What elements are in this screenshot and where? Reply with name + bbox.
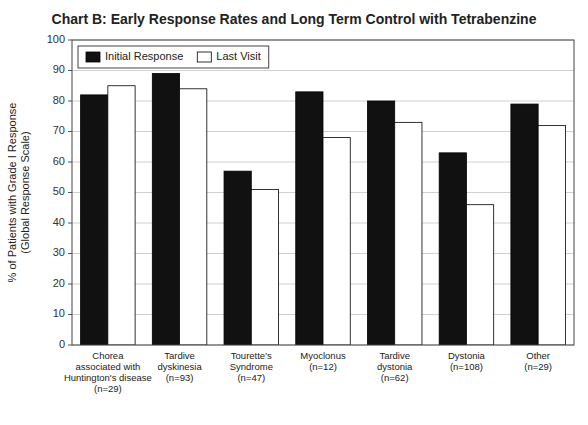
y-tick xyxy=(68,162,72,163)
y-tick xyxy=(68,253,72,254)
y-tick-label: 60 xyxy=(53,155,65,167)
y-tick-label: 20 xyxy=(53,277,65,289)
x-tick-label-line: (n=12) xyxy=(309,361,337,372)
bars xyxy=(81,74,566,345)
x-tick-label: Tardivedystonia(n=62) xyxy=(377,350,413,383)
bar xyxy=(180,89,207,345)
legend-swatch xyxy=(86,52,100,62)
y-tick xyxy=(68,131,72,132)
x-tick-label-line: dystonia xyxy=(377,361,413,372)
x-tick-label-line: Tardive xyxy=(164,350,195,361)
x-tick-label-line: Huntington's disease xyxy=(64,372,152,383)
bar xyxy=(367,101,394,345)
bar xyxy=(511,104,538,345)
y-axis-label: % of Patients with Grade I Response(Glob… xyxy=(6,103,31,283)
y-tick xyxy=(68,40,72,41)
grid xyxy=(72,40,574,345)
bar xyxy=(538,125,565,345)
legend-label: Initial Response xyxy=(105,50,183,62)
chart-container: Chart B: Early Response Rates and Long T… xyxy=(0,0,588,425)
x-tick-label-line: Other xyxy=(526,350,550,361)
x-tick-label: Other(n=29) xyxy=(524,350,552,372)
legend-label: Last Visit xyxy=(216,50,260,62)
y-tick-label: 30 xyxy=(53,246,65,258)
y-tick xyxy=(68,223,72,224)
legend-swatch xyxy=(197,52,211,62)
y-tick xyxy=(68,192,72,193)
bar xyxy=(108,86,135,345)
title: Chart B: Early Response Rates and Long T… xyxy=(52,11,537,27)
bar xyxy=(251,189,278,345)
x-tick-label-line: Tardive xyxy=(379,350,410,361)
y-tick-label: 90 xyxy=(53,63,65,75)
y-tick-label: 0 xyxy=(59,338,65,350)
plot-frame xyxy=(72,40,574,345)
x-tick-label: Tardivedyskinesia(n=93) xyxy=(157,350,202,383)
y-tick-label: 100 xyxy=(47,33,65,45)
x-tick-label: Choreaassociated withHuntington's diseas… xyxy=(64,350,152,394)
y-tick-label: 10 xyxy=(53,307,65,319)
y-axis-label-line: % of Patients with Grade I Response xyxy=(6,103,18,283)
y-tick xyxy=(68,101,72,102)
x-tick-label: Tourette'sSyndrome(n=47) xyxy=(230,350,273,383)
y-tick-label: 70 xyxy=(53,124,65,136)
y-axis-label-line: (Global Response Scale) xyxy=(19,131,31,253)
legend-box xyxy=(78,46,269,68)
x-tick-label-line: Myoclonus xyxy=(300,350,346,361)
bar xyxy=(152,74,179,345)
x-tick-label-line: Dystonia xyxy=(448,350,486,361)
x-tick-label-line: (n=108) xyxy=(450,361,483,372)
x-tick-label-line: (n=93) xyxy=(166,372,194,383)
y-tick xyxy=(68,345,72,346)
bar xyxy=(439,153,466,345)
x-tick-label-line: Syndrome xyxy=(230,361,273,372)
x-tick-label: Myoclonus(n=12) xyxy=(300,350,346,372)
x-tick-label-line: (n=62) xyxy=(381,372,409,383)
x-tick-label-line: dyskinesia xyxy=(157,361,202,372)
x-tick-label: Dystonia(n=108) xyxy=(448,350,486,372)
x-tick-label-line: Tourette's xyxy=(231,350,272,361)
y-tick xyxy=(68,284,72,285)
bar xyxy=(466,205,493,345)
y-tick xyxy=(68,314,72,315)
bar xyxy=(224,171,251,345)
bar xyxy=(323,138,350,345)
x-tick-label-line: Chorea xyxy=(92,350,124,361)
x-tick-label-line: associated with xyxy=(75,361,140,372)
x-tick-label-line: (n=47) xyxy=(237,372,265,383)
x-axis: Choreaassociated withHuntington's diseas… xyxy=(64,350,552,394)
grid-line xyxy=(72,70,574,71)
bar xyxy=(296,92,323,345)
y-axis: 0 10 20 30 40 50 60 70 80 90 100 xyxy=(47,33,72,350)
y-tick-label: 40 xyxy=(53,216,65,228)
chart-svg: Chart B: Early Response Rates and Long T… xyxy=(0,0,588,425)
y-tick-label: 50 xyxy=(53,185,65,197)
x-tick-label-line: (n=29) xyxy=(524,361,552,372)
x-tick-label-line: (n=29) xyxy=(94,383,122,394)
bar xyxy=(395,122,422,345)
bar xyxy=(81,95,108,345)
y-tick xyxy=(68,70,72,71)
legend: Initial Response Last Visit xyxy=(78,46,269,68)
y-tick-label: 80 xyxy=(53,94,65,106)
